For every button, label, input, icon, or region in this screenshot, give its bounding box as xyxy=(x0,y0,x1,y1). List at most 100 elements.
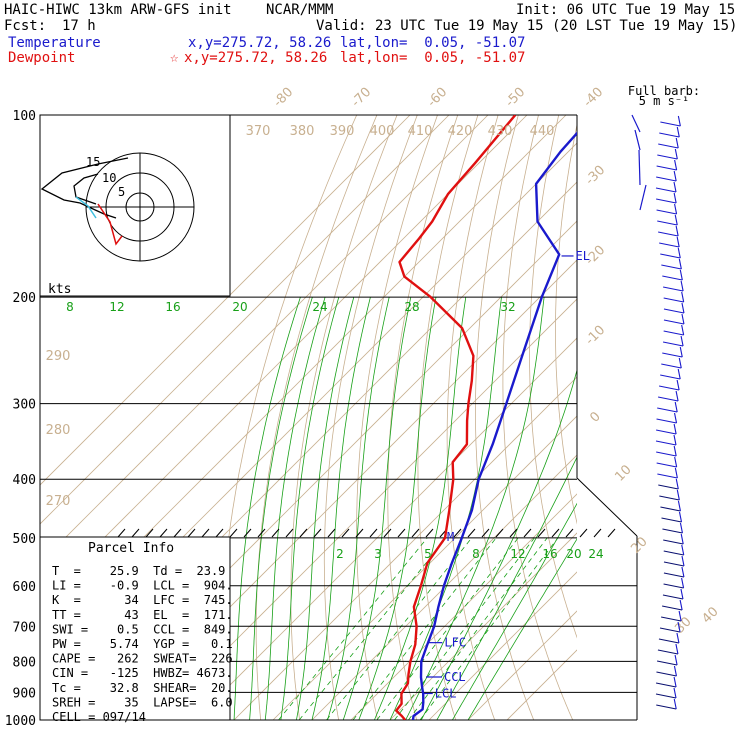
dewpoint-profile xyxy=(395,115,517,720)
wind-barb-feather xyxy=(677,368,681,380)
wind-barb-feather xyxy=(673,687,677,699)
temp-latlon: lat,lon= 0.05, -51.07 xyxy=(340,35,526,51)
wind-barb-feather xyxy=(676,379,680,391)
pressure-tick-label: 600 xyxy=(13,580,36,595)
parcel-panel xyxy=(39,536,231,721)
wind-barb xyxy=(661,616,682,622)
wind-barb-feather xyxy=(676,236,680,248)
theta-label: 390 xyxy=(330,124,355,139)
wind-barb xyxy=(663,286,684,292)
theta-label: 370 xyxy=(246,124,271,139)
wind-barb-feather xyxy=(675,643,679,655)
hodograph-units: kts xyxy=(48,282,71,297)
hatch-mark xyxy=(285,528,294,538)
mixing-ratio-line xyxy=(278,537,428,720)
parcel-row: T = 25.9 Td = 23.9 xyxy=(52,564,225,578)
wind-barb-feather xyxy=(674,214,678,226)
wind-barb xyxy=(663,561,685,567)
hatch-mark xyxy=(229,528,238,538)
mixing-ratio-line xyxy=(394,537,535,720)
hatch-mark xyxy=(537,528,546,538)
isotherm-line xyxy=(40,115,489,564)
mixing-ratio-line xyxy=(326,537,473,720)
wind-barb xyxy=(658,143,679,149)
mixing-ratio-line xyxy=(298,537,447,720)
moist-adiabat-line xyxy=(233,296,301,720)
moist-adiabat-label: 12 xyxy=(109,300,124,314)
wind-barb xyxy=(656,429,677,435)
wind-barb-feather xyxy=(681,577,685,589)
parcel-row: TT = 43 EL = 171. xyxy=(52,608,233,622)
isotherm-line xyxy=(194,337,577,720)
parcel-row: K = 34 LFC = 745. xyxy=(52,593,233,607)
hatch-mark xyxy=(593,528,602,538)
isotherm-label: -60 xyxy=(425,85,451,111)
dry-adiabat-line xyxy=(446,115,499,720)
isotherm-line xyxy=(428,571,577,720)
wind-barb xyxy=(655,682,677,688)
pressure-tick-label: 800 xyxy=(13,655,36,670)
wind-barb-feather xyxy=(680,533,684,545)
parcel-row: CIN = -125 HWBZ= 4673. xyxy=(52,666,233,680)
wind-barb xyxy=(660,506,681,512)
wind-barb xyxy=(663,319,685,325)
org-label: NCAR/MMM xyxy=(266,2,334,18)
wind-barb xyxy=(656,176,677,182)
wind-barb xyxy=(657,473,678,479)
hatch-mark xyxy=(355,528,364,538)
isotherm-line xyxy=(467,610,577,720)
parcel-row: PW = 5.74 YGP = 0.1 xyxy=(52,637,233,651)
wind-barb xyxy=(655,440,677,446)
wind-barb-feather xyxy=(677,247,681,259)
wind-barb-feather xyxy=(681,544,685,556)
wind-barb-feather xyxy=(674,159,678,171)
hatch-mark xyxy=(453,528,462,538)
isotherm-label: 0 xyxy=(587,409,603,425)
isotherm-label: 20 xyxy=(628,534,650,556)
wind-barb xyxy=(658,638,680,644)
isotherm-label: -50 xyxy=(503,85,529,111)
hatch-mark xyxy=(481,528,490,538)
wind-barb-feather xyxy=(674,148,678,160)
moist-adiabat-label: 28 xyxy=(404,300,419,314)
wind-barb xyxy=(656,209,677,215)
wind-barb-feather xyxy=(675,137,679,149)
hatch-mark xyxy=(173,528,182,538)
hatch-mark xyxy=(187,528,196,538)
dry-adiabat-line xyxy=(219,115,358,720)
model-title: HAIC-HIWC 13km ARW-GFS init xyxy=(4,2,232,18)
dry-adiabat-line xyxy=(502,115,574,720)
isotherm-line xyxy=(506,649,577,720)
pressure-tick-label: 200 xyxy=(13,291,36,306)
wind-barb xyxy=(656,198,677,204)
wind-barb-feather xyxy=(674,467,678,479)
wind-barb xyxy=(661,363,682,369)
wind-barb xyxy=(659,627,681,633)
wind-barb-feather xyxy=(673,412,678,424)
wind-barb xyxy=(655,187,677,193)
hodograph-ring-label: 10 xyxy=(102,171,116,185)
dry-adiabat-line xyxy=(290,115,398,720)
theta-label: 290 xyxy=(46,349,71,364)
dry-adiabat-line xyxy=(356,115,438,720)
hodograph-trace-mid xyxy=(73,173,99,205)
wind-barb-feather xyxy=(678,357,682,369)
isotherm-line xyxy=(40,115,450,525)
wind-barb xyxy=(657,407,678,413)
wind-barb-feather xyxy=(673,676,677,688)
mixing-ratio-label: 5 xyxy=(424,547,432,561)
moist-adiabat-label: 32 xyxy=(500,300,515,314)
moist-adiabat-line xyxy=(420,368,577,720)
hatch-mark xyxy=(509,528,518,538)
hatch-mark xyxy=(117,528,126,538)
wind-barb xyxy=(656,165,677,171)
wind-barb-feather xyxy=(673,170,677,182)
wind-barb xyxy=(663,572,685,578)
wind-barb xyxy=(663,297,684,303)
wind-barb-feather xyxy=(673,181,677,193)
m-marker: M xyxy=(447,530,454,544)
dry-adiabat-line xyxy=(529,115,577,639)
hatch-mark xyxy=(327,528,336,538)
